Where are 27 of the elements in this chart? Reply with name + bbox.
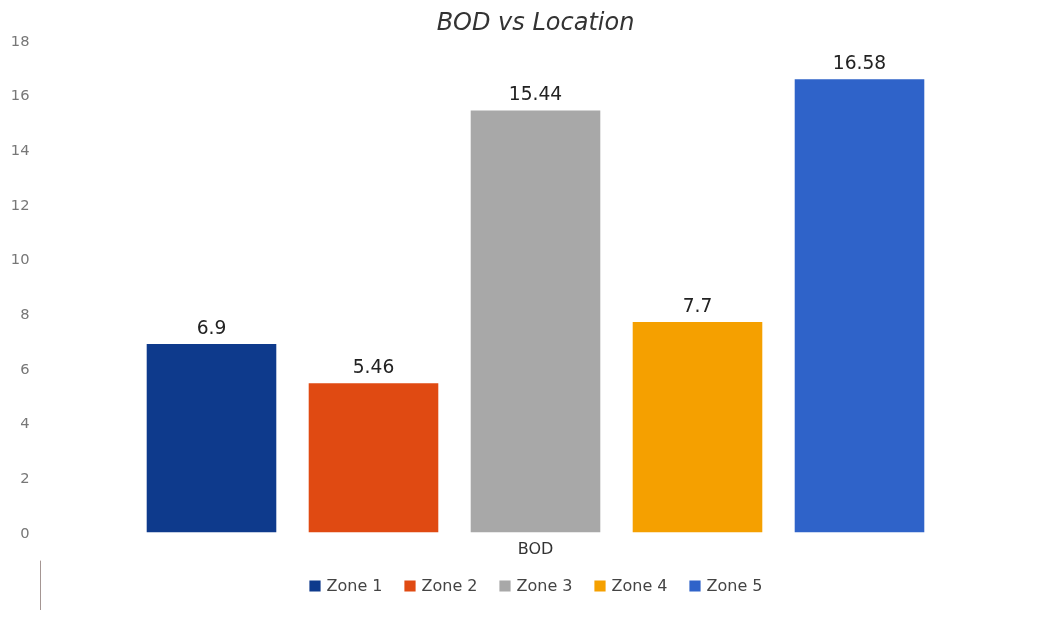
data-label: 16.58 [832, 52, 887, 74]
y-tick-label: 8 [20, 304, 30, 322]
legend-label: Zone 4 [611, 575, 668, 595]
data-label: 7.7 [682, 295, 713, 317]
bar [470, 110, 601, 533]
y-tick-label: 18 [10, 31, 30, 49]
y-tick-label: 10 [10, 250, 30, 268]
legend-label: Zone 5 [706, 575, 763, 595]
bar [632, 322, 763, 533]
data-label: 5.46 [352, 356, 395, 378]
y-tick-label: 0 [20, 523, 30, 541]
y-tick-label: 12 [10, 195, 30, 213]
bar [146, 343, 277, 533]
legend-label: Zone 2 [421, 575, 478, 595]
y-tick-label: 16 [10, 86, 30, 104]
y-tick-label: 4 [20, 414, 30, 432]
legend-label: Zone 1 [326, 575, 383, 595]
data-label: 15.44 [508, 83, 563, 105]
chart-title: BOD vs Location [436, 7, 635, 36]
legend-label: Zone 3 [516, 575, 573, 595]
x-axis-title: BOD [517, 538, 554, 558]
y-tick-label: 14 [10, 140, 30, 158]
y-tick-label: 2 [20, 468, 30, 486]
bar [308, 383, 439, 533]
y-tick-label: 6 [20, 359, 30, 377]
data-label: 6.9 [196, 316, 227, 338]
bar [794, 79, 925, 533]
